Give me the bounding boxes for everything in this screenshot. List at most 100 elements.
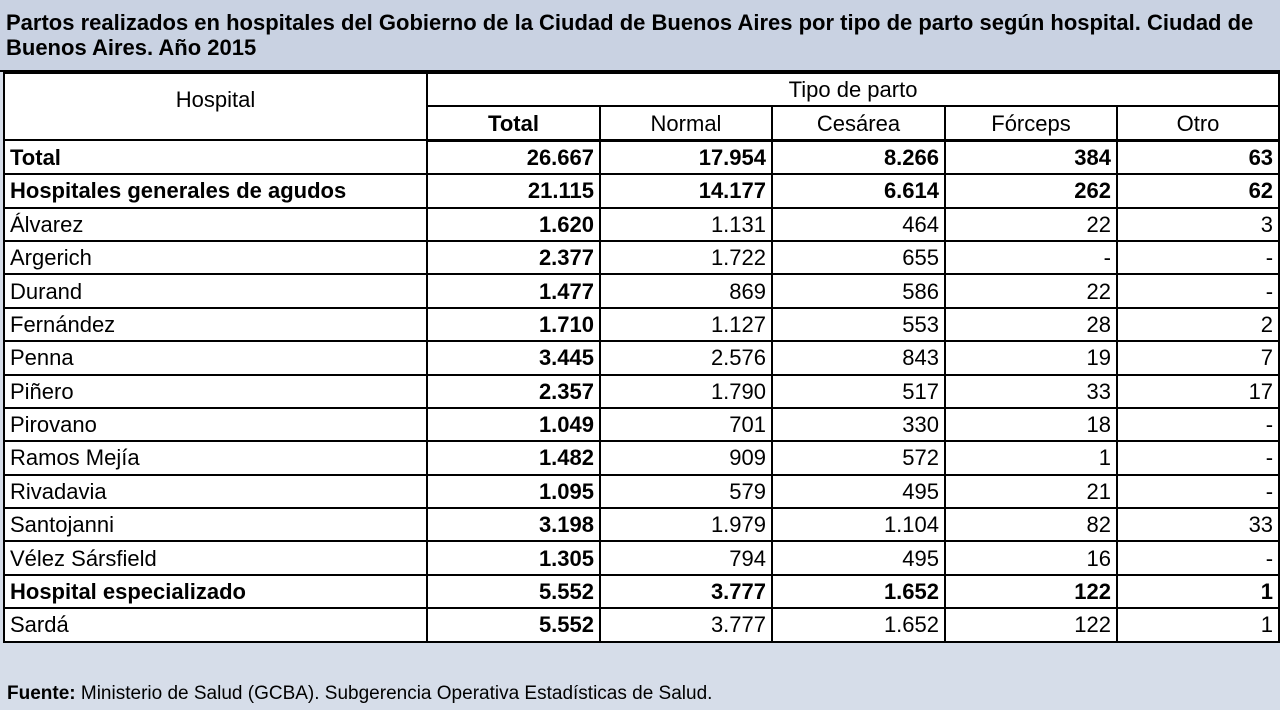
otro-cell: - <box>1115 406 1280 443</box>
cesarea-cell: 586 <box>771 273 946 309</box>
table-row: Hospitales generales de agudos 21.115 14.1… <box>3 173 1280 209</box>
total-cell: 1.477 <box>426 273 601 309</box>
normal-cell: 1.790 <box>599 373 773 409</box>
forceps-cell: 262 <box>944 173 1118 209</box>
total-cell: 2.357 <box>426 373 601 409</box>
forceps-cell: 384 <box>944 139 1118 176</box>
otro-cell: 33 <box>1115 507 1280 543</box>
otro-cell: 3 <box>1115 206 1280 242</box>
table-row: Total 26.667 17.954 8.266 384 63 <box>3 139 1280 176</box>
normal-cell: 1.127 <box>599 306 773 343</box>
hospital-name-cell: Rivadavia <box>3 473 428 510</box>
normal-cell: 869 <box>599 273 773 309</box>
forceps-cell: 122 <box>944 573 1118 610</box>
source-label: Fuente: <box>7 683 76 704</box>
otro-cell: - <box>1115 440 1280 476</box>
total-cell: 1.710 <box>426 306 601 343</box>
table-row: Álvarez 1.620 1.131 464 22 3 <box>3 206 1280 242</box>
total-cell: 21.115 <box>426 173 601 209</box>
total-cell: 5.552 <box>426 573 601 610</box>
cesarea-cell: 1.652 <box>771 607 946 643</box>
normal-cell: 794 <box>599 540 773 576</box>
cesarea-cell: 572 <box>771 440 946 476</box>
otro-cell: 63 <box>1115 139 1280 176</box>
births-table: Hospital Tipo de parto Total Normal Cesá… <box>3 71 1280 643</box>
total-cell: 1.305 <box>426 540 601 576</box>
table-row: Vélez Sársfield 1.305 794 495 16- <box>3 540 1280 576</box>
table-row: Fernández 1.710 1.127 553 28 2 <box>3 306 1280 343</box>
otro-cell: - <box>1115 473 1280 510</box>
cesarea-cell: 553 <box>771 306 946 343</box>
hospital-name-cell: Durand <box>3 273 428 309</box>
cesarea-cell: 655 <box>771 239 946 276</box>
cesarea-cell: 1.104 <box>771 507 946 543</box>
normal-cell: 701 <box>599 406 773 443</box>
normal-cell: 1.131 <box>599 206 773 242</box>
table-row: Santojanni 3.198 1.979 1.104 82 33 <box>3 507 1280 543</box>
table-row: Ramos Mejía 1.482 909 572 1- <box>3 440 1280 476</box>
table-row: Hospital especializado 5.552 3.777 1.652 122… <box>3 573 1280 610</box>
hospital-name-cell: Hospitales generales de agudos <box>3 173 428 209</box>
total-cell: 2.377 <box>426 239 601 276</box>
total-cell: 3.198 <box>426 507 601 543</box>
cesarea-cell: 495 <box>771 540 946 576</box>
hospital-name-cell: Piñero <box>3 373 428 409</box>
header-normal: Normal <box>599 105 773 142</box>
hospital-name-cell: Pirovano <box>3 406 428 443</box>
forceps-cell: 82 <box>944 507 1118 543</box>
total-cell: 3.445 <box>426 340 601 376</box>
otro-cell: 2 <box>1115 306 1280 343</box>
hospital-name-cell: Álvarez <box>3 206 428 242</box>
hospital-name-cell: Fernández <box>3 306 428 343</box>
otro-cell: 62 <box>1115 173 1280 209</box>
table-title: Partos realizados en hospitales del Gobi… <box>0 0 1280 72</box>
hospital-name-cell: Penna <box>3 340 428 376</box>
cesarea-cell: 464 <box>771 206 946 242</box>
source-note: Fuente: Ministerio de Salud (GCBA). Subg… <box>7 680 712 708</box>
source-text: Ministerio de Salud (GCBA). Subgerencia … <box>75 683 713 704</box>
otro-cell: - <box>1115 540 1280 576</box>
total-cell: 1.095 <box>426 473 601 510</box>
cesarea-cell: 330 <box>771 406 946 443</box>
total-cell: 26.667 <box>426 139 601 176</box>
forceps-cell: - <box>944 239 1118 276</box>
forceps-cell: 19 <box>944 340 1118 376</box>
header-total: Total <box>426 105 601 142</box>
normal-cell: 909 <box>599 440 773 476</box>
cesarea-cell: 1.652 <box>771 573 946 610</box>
cesarea-cell: 517 <box>771 373 946 409</box>
forceps-cell: 33 <box>944 373 1118 409</box>
header-hospital: Hospital <box>3 71 428 142</box>
hospital-name-cell: Ramos Mejía <box>3 440 428 476</box>
forceps-cell: 28 <box>944 306 1118 343</box>
forceps-cell: 21 <box>944 473 1118 510</box>
header-otro: Otro <box>1115 105 1280 142</box>
cesarea-cell: 843 <box>771 340 946 376</box>
otro-cell: - <box>1115 273 1280 309</box>
normal-cell: 1.979 <box>599 507 773 543</box>
total-cell: 1.482 <box>426 440 601 476</box>
total-cell: 5.552 <box>426 607 601 643</box>
otro-cell: 1 <box>1115 607 1280 643</box>
hospital-name-cell: Hospital especializado <box>3 573 428 610</box>
hospital-name-cell: Argerich <box>3 239 428 276</box>
header-tipo-de-parto: Tipo de parto <box>425 71 1280 108</box>
table-row: Piñero 2.357 1.790 517 33 17 <box>3 373 1280 409</box>
hospital-name-cell: Vélez Sársfield <box>3 540 428 576</box>
table-body: Total 26.667 17.954 8.266 384 63 Hospitales ge… <box>3 139 1280 643</box>
table-row: Argerich 2.377 1.722 655- - <box>3 239 1280 276</box>
normal-cell: 3.777 <box>599 573 773 610</box>
normal-cell: 3.777 <box>599 607 773 643</box>
normal-cell: 1.722 <box>599 239 773 276</box>
table-row: Durand 1.477 869 586 22- <box>3 273 1280 309</box>
total-cell: 1.620 <box>426 206 601 242</box>
hospital-name-cell: Total <box>3 139 428 176</box>
normal-cell: 17.954 <box>599 139 773 176</box>
cesarea-cell: 8.266 <box>771 139 946 176</box>
forceps-cell: 1 <box>944 440 1118 476</box>
otro-cell: 17 <box>1115 373 1280 409</box>
normal-cell: 14.177 <box>599 173 773 209</box>
table-row: Sardá 5.552 3.777 1.652 122 1 <box>3 607 1280 643</box>
forceps-cell: 18 <box>944 406 1118 443</box>
forceps-cell: 122 <box>944 607 1118 643</box>
